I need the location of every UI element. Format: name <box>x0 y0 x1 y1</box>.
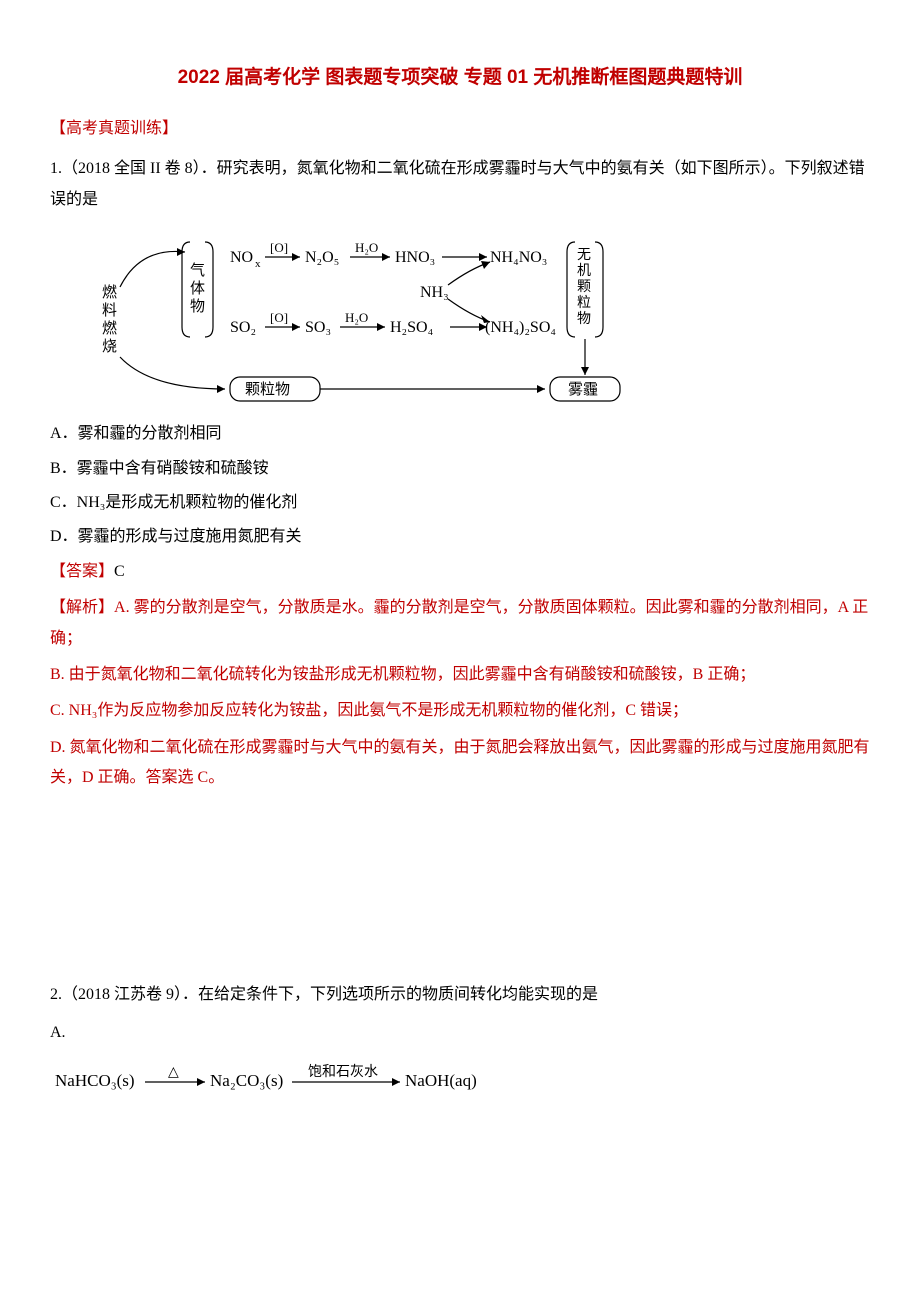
label-h2so4: H₂SO₄ <box>390 319 434 336</box>
page-title: 2022 届高考化学 图表题专项突破 专题 01 无机推断框图题典题特训 <box>50 60 870 96</box>
reaction-flowchart: 燃 料 燃 烧 气 体 物 NO x [O] N₂O₅ H₂O HNO₃ NH₄… <box>90 227 690 407</box>
q1-stem: 1.（2018 全国 II 卷 8）．研究表明，氮氧化物和二氧化硫在形成雾霾时与… <box>50 154 870 215</box>
q2-option-a-label: A. <box>50 1018 870 1048</box>
q1-option-b: B．雾霾中含有硝酸铵和硫酸铵 <box>50 454 870 484</box>
label-n2o5: N₂O₅ <box>305 249 339 266</box>
label-o2: [O] <box>270 310 288 325</box>
label-fuel-burn: 燃 料 燃 烧 <box>102 283 121 355</box>
label-o1: [O] <box>270 240 288 255</box>
q1-option-d: D．雾霾的形成与过度施用氮肥有关 <box>50 522 870 552</box>
analysis-label: 【解析】 <box>50 599 114 616</box>
q1-answer: 【答案】C <box>50 557 870 587</box>
label-particles: 颗粒物 <box>245 381 290 398</box>
q1-analysis-a: 【解析】A. 雾的分散剂是空气，分散质是水。霾的分散剂是空气，分散质固体颗粒。因… <box>50 593 870 654</box>
f-naoh: NaOH(aq) <box>405 1071 477 1090</box>
label-hno3: HNO₃ <box>395 249 435 266</box>
f-lime: 饱和石灰水 <box>308 1064 378 1080</box>
section-header: 【高考真题训练】 <box>50 114 870 144</box>
answer-value: C <box>114 563 125 580</box>
label-nh3: NH₃ <box>420 284 449 301</box>
label-inorganic-particles: 无 机 颗 粒 物 <box>577 248 595 327</box>
label-haze: 雾霾 <box>568 381 598 398</box>
q1-analysis-d: D. 氮氧化物和二氧化硫在形成雾霾时与大气中的氨有关，由于氮肥会释放出氨气，因此… <box>50 733 870 794</box>
answer-label: 【答案】 <box>50 563 114 580</box>
label-h2o2: H₂O <box>345 310 368 325</box>
q2-formula: NaHCO₃(s) △ Na₂CO₃(s) 饱和石灰水 NaOH(aq) <box>50 1058 870 1109</box>
q1-analysis-c: C. NH₃作为反应物参加反应转化为铵盐，因此氨气不是形成无机颗粒物的催化剂，C… <box>50 696 870 726</box>
label-gas-box: 气 体 物 <box>190 262 209 315</box>
label-so2: SO₂ <box>230 319 256 336</box>
label-nh42so4: (NH₄)₂SO₄ <box>485 319 556 336</box>
q1-option-c: C．NH₃是形成无机颗粒物的催化剂 <box>50 488 870 518</box>
f-na2co3: Na₂CO₃(s) <box>210 1071 283 1090</box>
label-nox: NO <box>230 249 253 266</box>
svg-text:x: x <box>255 258 261 270</box>
q1-analysis-b: B. 由于氮氧化物和二氧化硫转化为铵盐形成无机颗粒物，因此雾霾中含有硝酸铵和硫酸… <box>50 660 870 690</box>
label-so3: SO₃ <box>305 319 331 336</box>
q1-option-a: A．雾和霾的分散剂相同 <box>50 419 870 449</box>
f-nahco3: NaHCO₃(s) <box>55 1071 135 1090</box>
label-nh4no3: NH₄NO₃ <box>490 249 547 266</box>
f-delta: △ <box>168 1065 179 1080</box>
label-h2o1: H₂O <box>355 240 378 255</box>
spacer <box>50 800 870 980</box>
q1-diagram: 燃 料 燃 烧 气 体 物 NO x [O] N₂O₅ H₂O HNO₃ NH₄… <box>90 227 690 407</box>
q2-stem: 2.（2018 江苏卷 9）．在给定条件下，下列选项所示的物质间转化均能实现的是 <box>50 980 870 1010</box>
